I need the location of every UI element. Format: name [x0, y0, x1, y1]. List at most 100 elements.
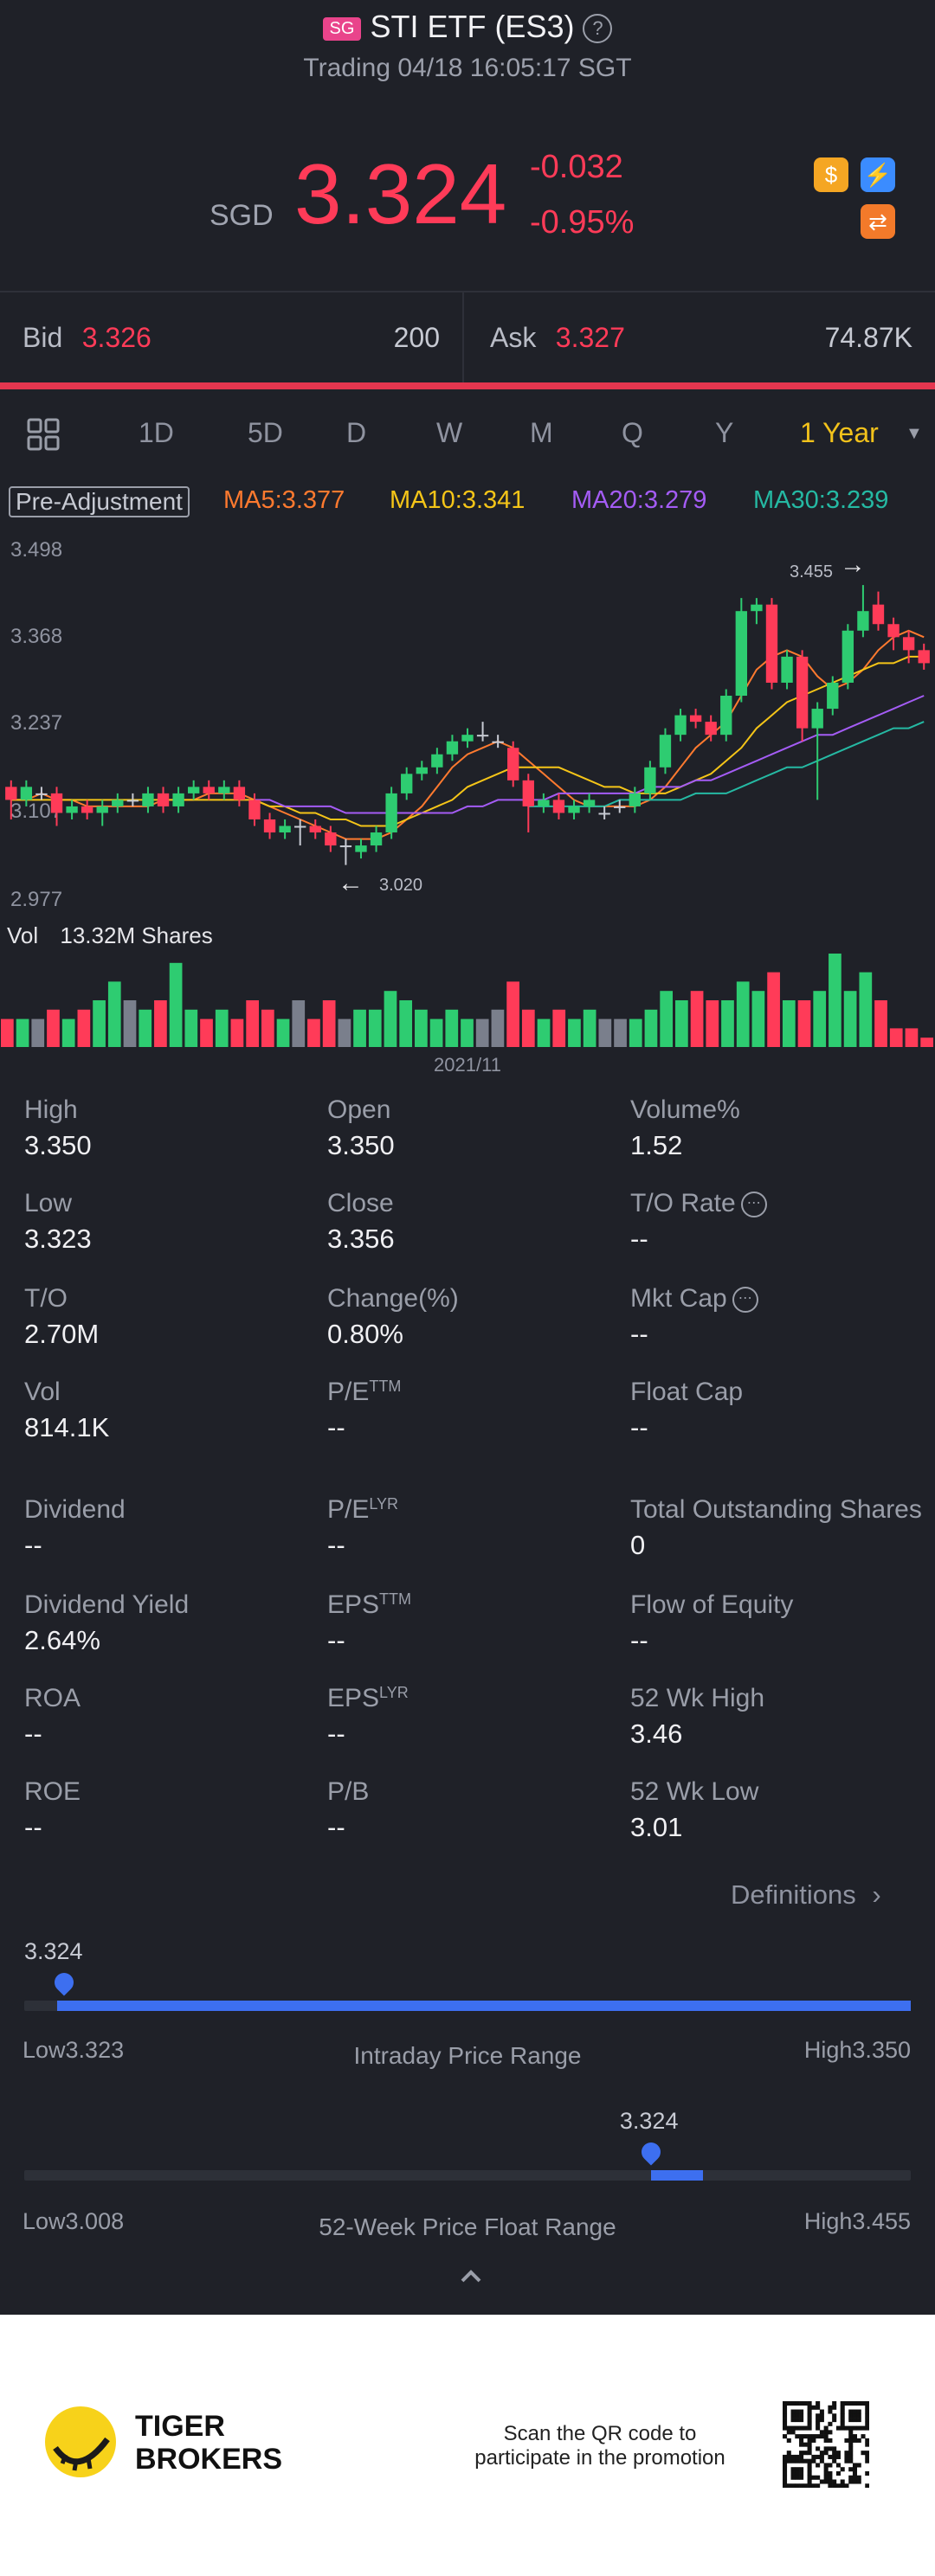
candle-body [476, 735, 489, 737]
volume-bar [797, 1000, 811, 1047]
ask-row: Ask 3.327 [490, 322, 625, 408]
volume-bar [307, 1018, 320, 1047]
chevron-up-icon[interactable] [455, 2262, 487, 2288]
intraday-range-title: Intraday Price Range [353, 2042, 582, 2069]
stat-value: -- [630, 1625, 648, 1655]
candle-body [644, 767, 656, 793]
volume-bar [552, 1009, 566, 1047]
stat-label-text: P/E [327, 1378, 370, 1406]
stat-label-text: 52 Wk High [630, 1684, 765, 1712]
candle-body [187, 787, 200, 793]
tab-y[interactable]: Y [715, 417, 734, 448]
last-price: 3.324 [294, 146, 507, 241]
page-title: SG STI ETF (ES3)? [0, 9, 935, 45]
y-tick-label: 2.977 [10, 888, 63, 911]
dollar-icon[interactable]: $ [814, 157, 848, 192]
volume-bar [338, 1018, 351, 1047]
candle-body [827, 682, 839, 710]
market-badge: SG [322, 16, 362, 41]
adjustment-toggle[interactable]: Pre-Adjustment [9, 486, 190, 517]
week52-range-track [24, 2170, 911, 2181]
volume-bar [399, 1000, 413, 1047]
volume-bar [1, 1018, 14, 1047]
volume-bar [16, 1018, 29, 1047]
stat-value: 2.64% [24, 1625, 100, 1655]
lightning-icon[interactable]: ⚡ [861, 157, 895, 192]
stat-cell: Mkt Cap ⋯ -- [630, 1284, 758, 1350]
candle-body [142, 793, 154, 806]
stat-cell: Vol 814.1K [24, 1378, 109, 1443]
tab-1d[interactable]: 1D [139, 417, 174, 448]
stat-label-text: Flow of Equity [630, 1590, 794, 1619]
arrow-left-icon: ← [338, 869, 364, 897]
exchange-icon[interactable]: ⇄ [861, 204, 895, 239]
volume-bar [782, 1000, 796, 1047]
stat-cell: Low 3.323 [24, 1189, 92, 1255]
candlestick-chart[interactable] [0, 536, 935, 917]
stat-label-text: 52 Wk Low [630, 1777, 759, 1806]
week52-range-fill [650, 2170, 703, 2181]
candle-body [705, 722, 717, 736]
volume-chart[interactable] [0, 952, 935, 1049]
volume-bar [843, 991, 857, 1047]
tab-d[interactable]: D [346, 417, 367, 448]
stat-label: Float Cap [630, 1378, 743, 1407]
trading-status: Trading 04/18 16:05:17 SGT [303, 54, 632, 82]
volume-bar [920, 1037, 933, 1047]
volume-bar [47, 1009, 60, 1047]
intraday-range-track [24, 2001, 911, 2011]
ask-price: 3.327 [555, 322, 625, 353]
week52-pin [637, 2138, 665, 2166]
layout-grid-icon[interactable] [26, 417, 61, 452]
stat-value: -- [24, 1530, 42, 1560]
candle-body [902, 637, 915, 651]
volume-bar [384, 991, 397, 1047]
candle-body [172, 793, 184, 806]
candle-body [370, 832, 383, 846]
intraday-low: Low3.323 [23, 2037, 125, 2063]
candle-body [492, 741, 504, 743]
stat-label-text: Open [327, 1095, 391, 1124]
stat-label: ROA [24, 1684, 81, 1713]
brand-line-1: TIGER [135, 2410, 225, 2443]
chevron-down-icon[interactable]: ▼ [906, 424, 923, 443]
period-selector[interactable]: 1 Year [800, 417, 879, 448]
info-icon[interactable]: ⋯ [740, 1192, 767, 1218]
stat-label-text: P/B [327, 1777, 370, 1806]
candle-body [81, 806, 94, 813]
candle-body [781, 656, 793, 683]
candle-body [309, 825, 321, 833]
tab-m[interactable]: M [530, 417, 553, 448]
stat-label-text: High [24, 1095, 78, 1124]
volume-bar [598, 1018, 612, 1047]
volume-bar [675, 1000, 688, 1047]
stat-value: -- [327, 1812, 345, 1842]
ask-label: Ask [490, 322, 537, 353]
tab-5d[interactable]: 5D [248, 417, 283, 448]
ticker-title: STI ETF (ES3) [370, 9, 575, 44]
stat-label: 52 Wk Low [630, 1777, 758, 1807]
stat-cell: Dividend Yield 2.64% [24, 1590, 189, 1656]
volume-bar [475, 1018, 489, 1047]
stat-value: -- [24, 1718, 42, 1749]
volume-header: Vol 13.32M Shares [7, 922, 213, 949]
volume-bar [368, 1009, 382, 1047]
volume-bar [461, 1018, 474, 1047]
info-icon[interactable]: ⋯ [732, 1287, 758, 1314]
volume-bar [874, 1000, 887, 1047]
tab-w[interactable]: W [436, 417, 463, 448]
currency-label: SGD [210, 199, 274, 232]
tab-q[interactable]: Q [622, 417, 643, 448]
stat-value: -- [327, 1412, 345, 1442]
ma10-value: MA10:3.341 [390, 486, 526, 514]
definitions-link[interactable]: Definitions › [731, 1879, 881, 1911]
week52-high: High3.455 [803, 2208, 911, 2234]
volume-bar [614, 1018, 627, 1047]
brand-name: TIGER BROKERS [135, 2410, 282, 2476]
help-icon[interactable]: ? [583, 14, 613, 44]
candle-body [811, 709, 823, 729]
brand-line-2: BROKERS [135, 2443, 283, 2476]
candle-body [416, 767, 428, 774]
volume-bar [706, 1000, 719, 1047]
min-price-marker: 3.020 [379, 876, 423, 895]
